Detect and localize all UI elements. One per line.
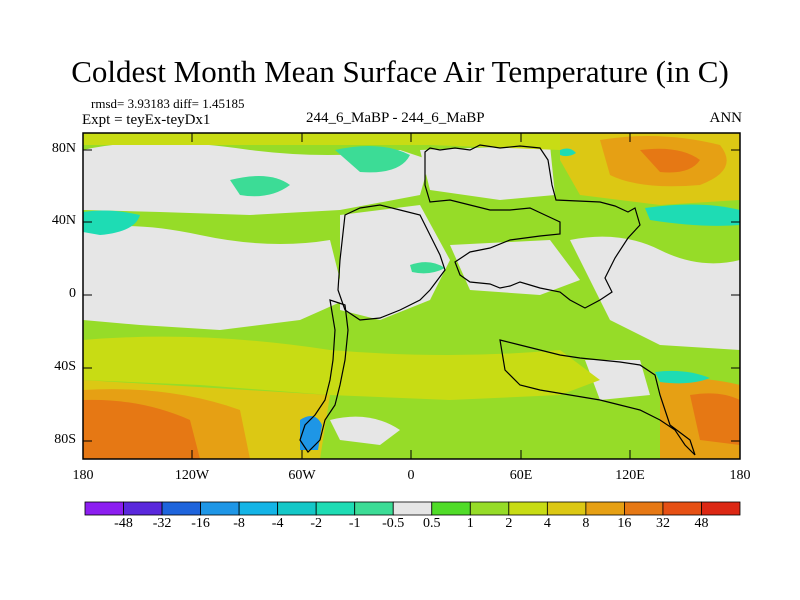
lat-label: 0 <box>69 286 76 301</box>
colorbar-swatch <box>200 501 240 516</box>
colorbar-label: 8 <box>582 516 590 531</box>
season-label: ANN <box>709 110 743 126</box>
lon-label: 120W <box>174 468 210 483</box>
colorbar-label: -2 <box>310 516 322 531</box>
period-label: 244_6_MaBP - 244_6_MaBP <box>306 110 485 126</box>
colorbar-label: -1 <box>348 516 361 531</box>
colorbar-swatch <box>277 501 317 516</box>
colorbar-swatch <box>354 501 394 516</box>
lon-label: 60E <box>509 468 533 483</box>
experiment-label: Expt = teyEx-teyDx1 <box>82 112 211 128</box>
colorbar-swatch <box>161 501 201 516</box>
colorbar-label: 2 <box>505 516 513 531</box>
colorbar-swatch <box>431 501 471 516</box>
colorbar-label: 0.5 <box>423 516 441 531</box>
colorbar-swatch <box>469 501 510 516</box>
colorbar-label: -16 <box>191 516 210 531</box>
colorbar-swatch <box>508 501 548 516</box>
lat-label: 40N <box>51 213 76 228</box>
colorbar-swatch <box>392 501 433 516</box>
colorbar-label: -32 <box>152 516 172 531</box>
colorbar-swatch <box>315 501 356 516</box>
lon-label: 180 <box>729 468 751 483</box>
colorbar <box>84 501 741 516</box>
colorbar-swatch <box>585 501 625 516</box>
colorbar-swatch <box>238 501 279 516</box>
colorbar-label: -48 <box>114 516 133 531</box>
stats-text: rmsd= 3.93183 diff= 1.45185 <box>91 96 245 111</box>
colorbar-swatch <box>701 501 741 516</box>
colorbar-label: -8 <box>233 516 245 531</box>
continent-outlines <box>299 144 696 456</box>
colorbar-label: 1 <box>466 516 474 531</box>
colorbar-swatch <box>546 501 587 516</box>
lat-label: 40S <box>54 359 76 374</box>
lon-label: 180 <box>72 468 94 483</box>
field-layer <box>83 133 740 459</box>
lat-label: 80S <box>54 432 76 447</box>
lon-label: 120E <box>615 468 645 483</box>
colorbar-swatch <box>123 501 163 516</box>
chart-title: Coldest Month Mean Surface Air Temperatu… <box>71 54 729 89</box>
colorbar-label: 16 <box>617 516 632 531</box>
colorbar-swatch <box>662 501 702 516</box>
colorbar-label: -0.5 <box>382 516 405 531</box>
lon-label: 0 <box>407 468 415 483</box>
colorbar-label: -4 <box>271 516 284 531</box>
colorbar-label: 32 <box>655 516 670 531</box>
lat-label: 80N <box>51 141 76 156</box>
colorbar-label: 48 <box>694 516 709 531</box>
tick-marks <box>82 133 741 459</box>
colorbar-label: 4 <box>543 516 551 531</box>
colorbar-swatch <box>624 501 664 516</box>
colorbar-swatch <box>84 501 124 516</box>
lon-label: 60W <box>288 468 316 483</box>
